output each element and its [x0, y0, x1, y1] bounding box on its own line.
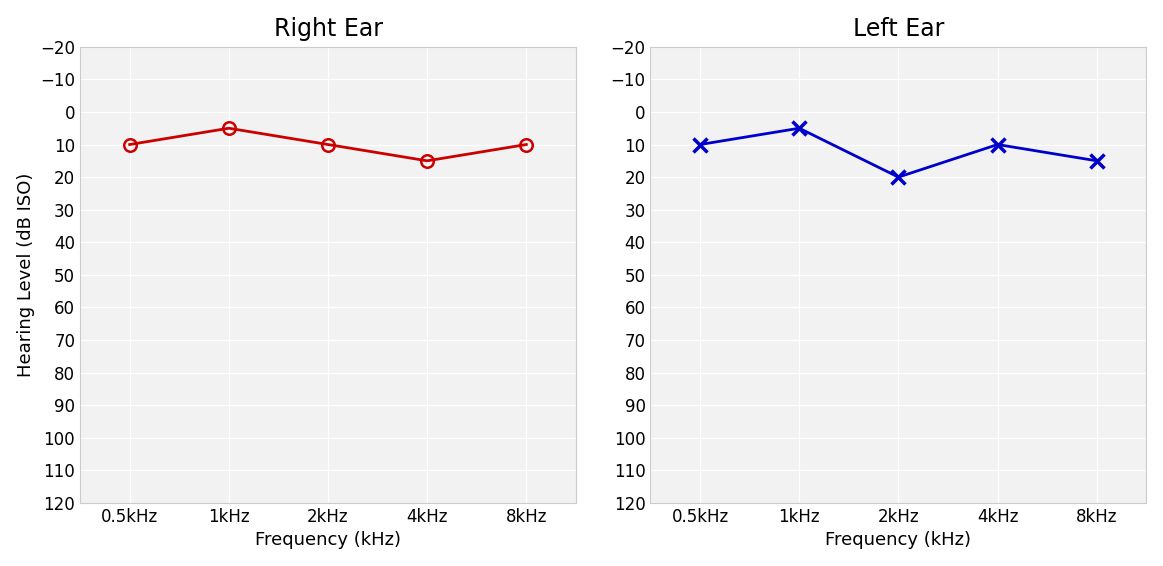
- Y-axis label: Hearing Level (dB ISO): Hearing Level (dB ISO): [16, 173, 35, 377]
- Title: Left Ear: Left Ear: [852, 16, 944, 41]
- X-axis label: Frequency (kHz): Frequency (kHz): [255, 531, 401, 550]
- Title: Right Ear: Right Ear: [273, 16, 383, 41]
- X-axis label: Frequency (kHz): Frequency (kHz): [826, 531, 971, 550]
